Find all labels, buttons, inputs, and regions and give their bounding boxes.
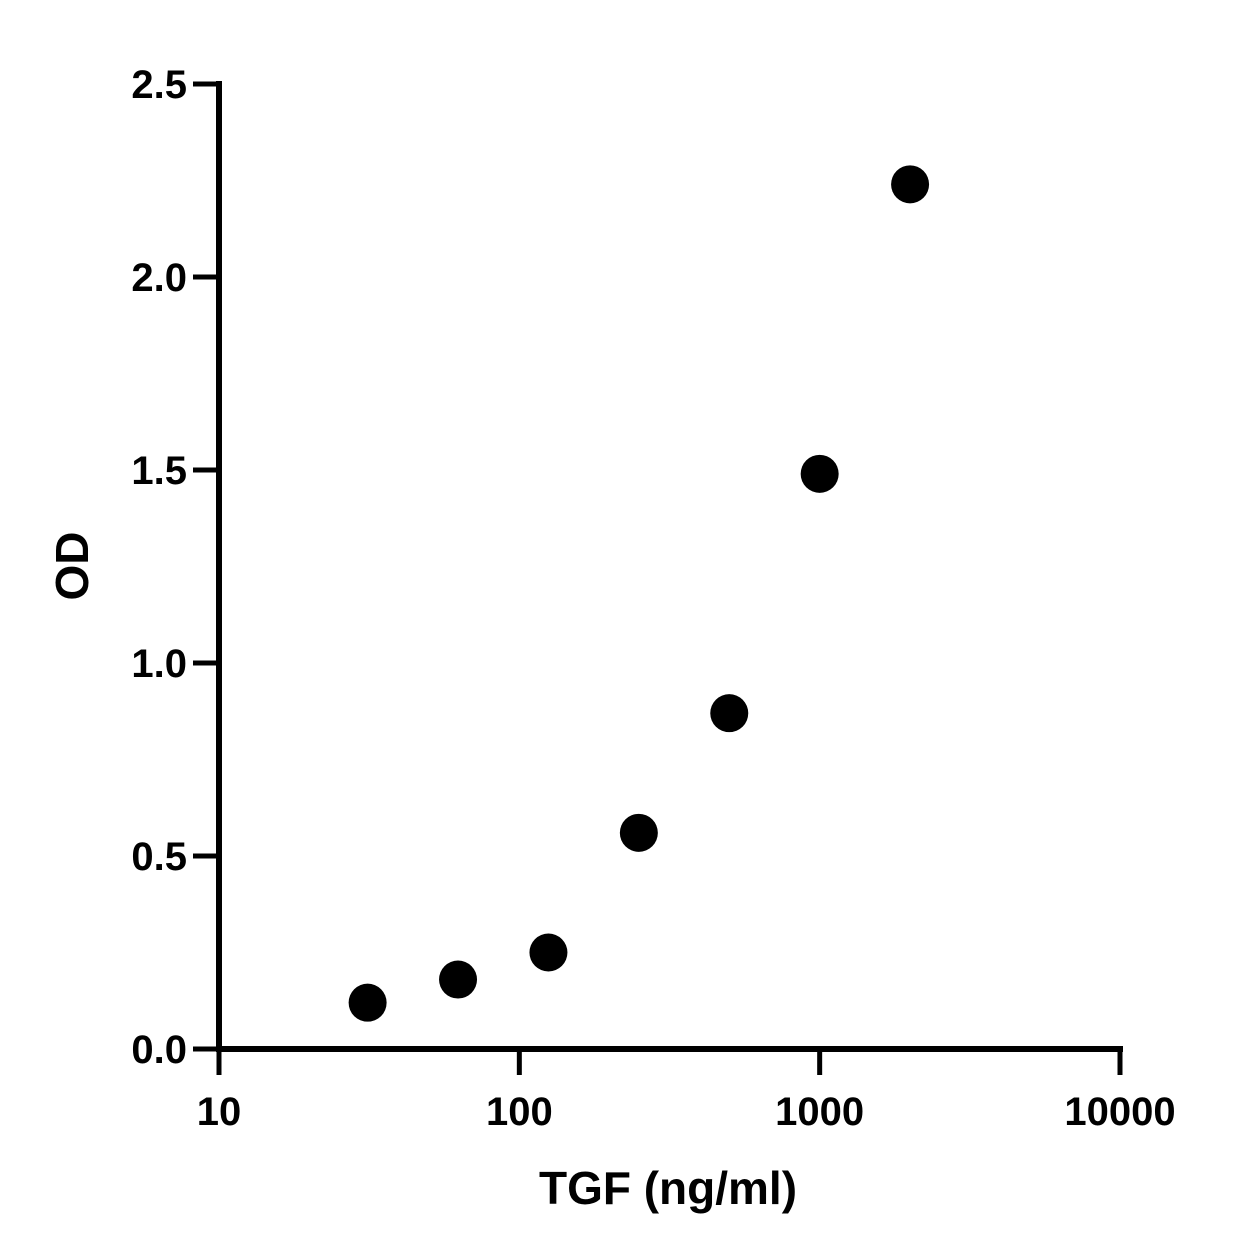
data-points <box>348 165 930 1022</box>
y-tick-label: 2.0 <box>131 256 187 300</box>
x-tick-label: 100 <box>486 1090 553 1134</box>
y-tick-label: 1.0 <box>131 642 187 686</box>
data-point <box>800 454 839 493</box>
data-point <box>619 813 658 852</box>
data-point <box>891 165 930 204</box>
data-point <box>348 983 387 1022</box>
y-axis: 0.0 0.5 1.0 1.5 2.0 2.5 <box>131 63 222 1072</box>
y-tick-label: 0.5 <box>131 835 187 879</box>
x-tick-label: 1000 <box>775 1090 864 1134</box>
data-point <box>710 694 749 733</box>
y-tick-label: 0.0 <box>131 1028 187 1072</box>
y-axis-title: OD <box>46 532 98 601</box>
y-tick-label: 1.5 <box>131 449 187 493</box>
x-axis-title: TGF (ng/ml) <box>539 1162 797 1214</box>
y-tick-label: 2.5 <box>131 63 187 107</box>
x-tick-label: 10000 <box>1064 1090 1175 1134</box>
x-tick-label: 10 <box>197 1090 242 1134</box>
x-axis: 10 100 1000 10000 <box>197 1046 1176 1134</box>
data-point <box>529 933 568 972</box>
data-point <box>439 960 478 999</box>
